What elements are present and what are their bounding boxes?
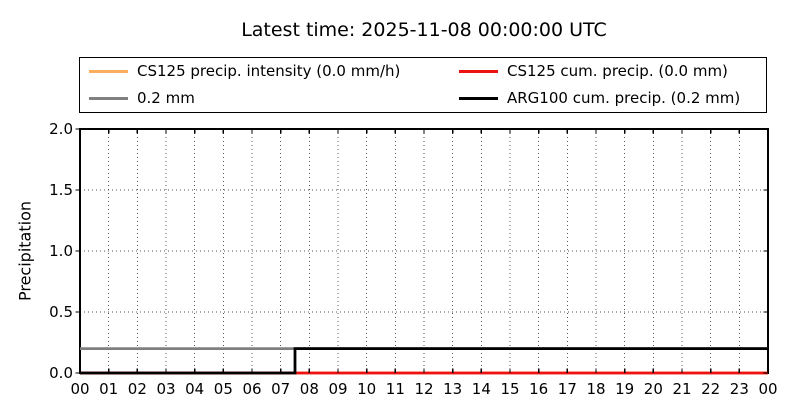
y-tick-label: 2.0 [49, 120, 73, 138]
legend-line-swatch [459, 97, 498, 100]
x-tick-label: 12 [414, 380, 433, 398]
x-tick-label: 00 [758, 380, 777, 398]
y-tick-label: 0.0 [49, 364, 73, 382]
legend-label: 0.2 mm [137, 89, 195, 107]
x-tick-label: 05 [214, 380, 233, 398]
legend-entry-cs125-intensity: CS125 precip. intensity (0.0 mm/h) [89, 64, 459, 79]
x-tick-label: 03 [156, 380, 175, 398]
x-tick-label: 10 [357, 380, 376, 398]
x-tick-label: 06 [242, 380, 261, 398]
x-tick-label: 18 [586, 380, 605, 398]
x-tick-label: 01 [99, 380, 118, 398]
gridlines [80, 129, 768, 373]
x-tick-label: 13 [443, 380, 462, 398]
x-tick-label: 11 [386, 380, 405, 398]
x-tick-label: 04 [185, 380, 204, 398]
tick-labels: 00 01 02 03 04 05 06 07 08 09 10 11 12 13 14 15 16 17 18 19… [49, 120, 777, 398]
x-tick-label: 07 [271, 380, 290, 398]
x-tick-label: 23 [730, 380, 749, 398]
series-line [80, 347, 768, 375]
x-tick-label: 22 [701, 380, 720, 398]
legend-line-swatch [459, 70, 498, 73]
legend-box: CS125 precip. intensity (0.0 mm/h) 0.2 m… [79, 57, 767, 113]
y-tick-label: 1.0 [49, 242, 73, 260]
x-tick-label: 16 [529, 380, 548, 398]
legend-label: CS125 cum. precip. (0.0 mm) [507, 62, 728, 80]
legend-label: ARG100 cum. precip. (0.2 mm) [507, 89, 741, 107]
chart-title: Latest time: 2025-11-08 00:00:00 UTC [241, 19, 607, 41]
tick-marks [75, 128, 769, 374]
x-tick-label: 15 [500, 380, 519, 398]
legend-label: CS125 precip. intensity (0.0 mm/h) [137, 62, 401, 80]
x-tick-label: 00 [70, 380, 89, 398]
legend-entry-cs125-cum: CS125 cum. precip. (0.0 mm) [459, 64, 766, 79]
x-tick-label: 02 [128, 380, 147, 398]
y-tick-label: 1.5 [49, 181, 73, 199]
legend-entry-threshold: 0.2 mm [89, 91, 459, 106]
x-tick-label: 21 [672, 380, 691, 398]
x-tick-label: 17 [558, 380, 577, 398]
x-tick-label: 19 [615, 380, 634, 398]
x-tick-label: 09 [328, 380, 347, 398]
y-tick-label: 0.5 [49, 303, 73, 321]
x-tick-label: 08 [300, 380, 319, 398]
legend-line-swatch [89, 70, 128, 73]
legend-line-swatch [89, 97, 128, 100]
x-tick-label: 14 [472, 380, 491, 398]
legend-entry-arg100-cum: ARG100 cum. precip. (0.2 mm) [459, 91, 766, 106]
x-tick-label: 20 [644, 380, 663, 398]
